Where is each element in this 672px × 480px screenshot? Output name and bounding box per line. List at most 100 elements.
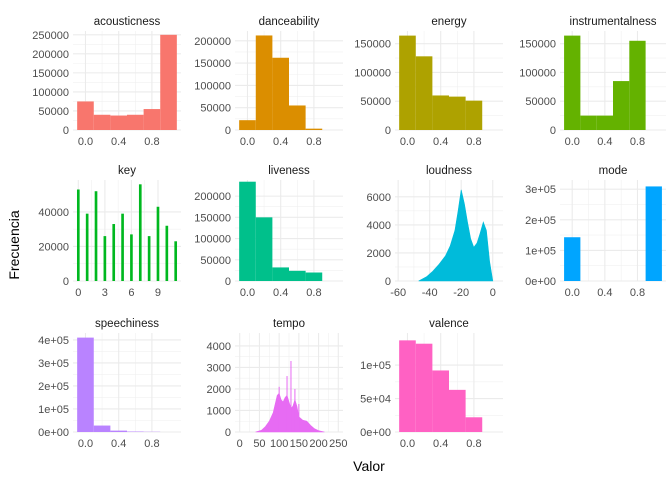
panel-mode-ytick-label: 2e+05 <box>525 215 556 227</box>
panel-danceability-bar <box>255 35 273 131</box>
panel-acousticness-bar <box>160 34 177 130</box>
panel-mode-ytick-label: 3e+05 <box>525 184 556 196</box>
panel-loudness-marks <box>418 189 494 282</box>
panel-speechiness-ytick-label: 4e+05 <box>38 335 69 347</box>
panel-danceability: danceability 0 50000 100000 150000 200000 0.0 0… <box>194 16 343 148</box>
panel-acousticness-bar <box>93 114 111 130</box>
panel-tempo: tempo 0 1000 2000 3000 4000 0 50 100 150 200 250 <box>207 318 348 450</box>
panel-speechiness-xtick-label: 0.0 <box>78 438 93 450</box>
panel-danceability-bar <box>289 105 306 130</box>
panel-liveness-bar <box>255 217 273 281</box>
panels-group: acousticness0500001000001500002000002500… <box>32 16 666 450</box>
panel-tempo-ytick-label: 0 <box>225 427 231 439</box>
panel-loudness-ytick-label: 4000 <box>367 220 391 232</box>
panel-mode-ytick-label: 0e+00 <box>525 276 556 288</box>
panel-instrumentalness-ytick-label: 0 <box>550 125 556 137</box>
panel-tempo-xtick-label: 250 <box>329 438 347 450</box>
panel-valence-bar <box>415 343 433 432</box>
panel-key: key 0 20000 40000 0 3 6 9 <box>38 165 181 299</box>
panel-instrumentalness-bar <box>580 115 597 130</box>
panel-mode: mode 0e+00 1e+05 2e+05 3e+05 0.0 0.4 0.8 <box>525 165 666 299</box>
panel-key-title: key <box>118 165 136 177</box>
panel-speechiness-ytick-label: 2e+05 <box>38 381 69 393</box>
panel-mode-marks <box>564 186 662 281</box>
panel-energy-bar <box>432 95 449 130</box>
panel-energy-marks <box>399 35 483 131</box>
panel-speechiness-bar <box>77 337 94 432</box>
panel-acousticness-bar <box>127 114 144 130</box>
panel-speechiness-xtick-label: 0.4 <box>111 438 126 450</box>
panel-acousticness-title: acousticness <box>94 16 161 28</box>
panel-energy-ytick-label: 50000 <box>360 96 391 108</box>
panel-instrumentalness-title: instrumentalness <box>570 16 657 28</box>
panel-acousticness-bar <box>143 109 161 130</box>
panel-key-bar <box>112 224 116 281</box>
panel-key-bar <box>138 184 142 281</box>
panel-liveness-ytick-label: 200000 <box>194 191 231 203</box>
panel-valence-bar <box>399 340 416 432</box>
panel-speechiness-xtick-label: 0.8 <box>144 438 159 450</box>
panel-mode-xtick-label: 0.0 <box>565 287 580 299</box>
panel-valence: valence 0e+00 5e+04 1e+05 0.0 0.4 0.8 <box>360 318 503 450</box>
panel-liveness-xtick-label: 0.4 <box>273 287 288 299</box>
panel-loudness-xtick-label: -40 <box>422 287 438 299</box>
panel-energy-bar <box>465 100 483 130</box>
panel-acousticness-ytick-label: 200000 <box>32 49 69 61</box>
panel-speechiness-bar <box>93 425 111 432</box>
panel-liveness-title: liveness <box>268 165 310 177</box>
panel-instrumentalness-ytick-label: 150000 <box>519 39 556 51</box>
panel-key-marks <box>76 184 178 281</box>
panel-acousticness-bar <box>110 115 127 130</box>
panel-key-bar <box>156 206 160 281</box>
panel-danceability-bar <box>305 128 323 130</box>
panel-tempo-xtick-label: 50 <box>253 438 265 450</box>
panel-key-xtick-label: 9 <box>155 287 161 299</box>
panel-speechiness-bar <box>110 430 127 432</box>
panel-instrumentalness-xtick-label: 0.4 <box>597 136 612 148</box>
panel-danceability-ytick-label: 150000 <box>194 58 231 70</box>
panel-speechiness-ytick-label: 0e+00 <box>38 427 69 439</box>
panel-instrumentalness-bar <box>629 40 646 131</box>
panel-loudness-grid <box>395 180 503 282</box>
panel-mode-title: mode <box>599 165 628 177</box>
panel-acousticness-ytick-label: 0 <box>63 125 69 137</box>
panel-mode-bar <box>564 237 581 281</box>
panel-liveness-marks <box>239 181 323 281</box>
panel-energy-bar <box>415 56 433 131</box>
panel-valence-ytick-label: 5e+04 <box>360 394 391 406</box>
panel-key-ytick-label: 20000 <box>38 241 69 253</box>
panel-key-bar <box>147 236 151 281</box>
panel-key-bar <box>85 213 89 281</box>
panel-energy-xtick-label: 0.0 <box>400 136 415 148</box>
panel-acousticness-ytick-label: 50000 <box>38 106 69 118</box>
panel-energy-ytick-label: 100000 <box>354 67 391 79</box>
panel-danceability-xtick-label: 0.4 <box>273 136 288 148</box>
panel-instrumentalness-bar <box>596 115 613 130</box>
panel-liveness-xtick-label: 0.8 <box>306 287 321 299</box>
panel-key-bar <box>165 225 169 281</box>
x-axis-label: Valor <box>353 458 385 474</box>
panel-key-bar <box>121 213 124 281</box>
panel-key-xtick-label: 3 <box>102 287 108 299</box>
panel-valence-bar <box>432 370 449 432</box>
panel-danceability-xtick-label: 0.8 <box>306 136 321 148</box>
panel-valence-bar <box>449 389 466 432</box>
panel-tempo-title: tempo <box>273 318 305 330</box>
panel-valence-xtick-label: 0.4 <box>433 438 448 450</box>
panel-tempo-grid <box>235 333 343 433</box>
panel-loudness-xtick-label: -20 <box>453 287 469 299</box>
panel-instrumentalness-bar <box>613 81 630 130</box>
panel-acousticness-ytick-label: 100000 <box>32 87 69 99</box>
panel-tempo-xtick-label: 150 <box>290 438 308 450</box>
panel-liveness-bar <box>272 267 289 281</box>
panel-liveness-ytick-label: 150000 <box>194 212 231 224</box>
panel-valence-bar <box>465 417 483 432</box>
panel-danceability-ytick-label: 100000 <box>194 80 231 92</box>
panel-acousticness-bar <box>77 101 94 130</box>
panel-tempo-marks <box>255 360 325 433</box>
panel-danceability-ytick-label: 50000 <box>200 103 231 115</box>
panel-loudness-ytick-label: 2000 <box>367 248 391 260</box>
panel-loudness-xtick-label: -60 <box>390 287 406 299</box>
panel-valence-ytick-label: 0e+00 <box>360 427 391 439</box>
panel-instrumentalness: instrumentalness 0 50000 100000 150000 0.0 0.4… <box>519 16 666 148</box>
